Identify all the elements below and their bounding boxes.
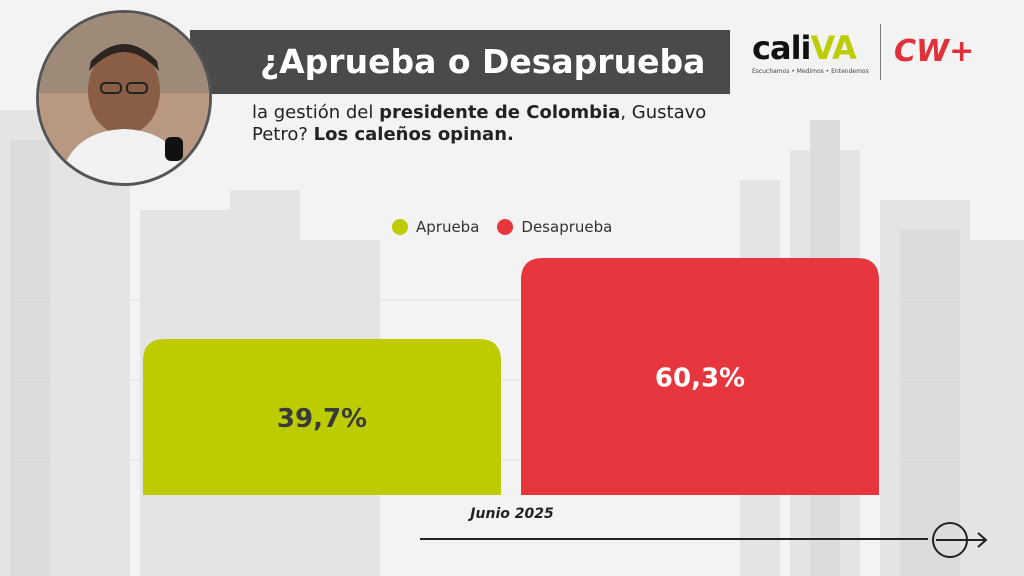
legend-dot-desaprueba bbox=[497, 219, 514, 235]
subtitle-part-2: presidente de Colombia bbox=[379, 102, 621, 123]
subtitle-part-3: , Gustavo Petro? bbox=[252, 102, 707, 145]
cw-logo: CW+ bbox=[894, 34, 975, 69]
avatar bbox=[36, 10, 212, 186]
legend-label-desaprueba: Desaprueba bbox=[521, 218, 613, 236]
page-title: ¿Aprueba o Desaprueba bbox=[260, 42, 706, 81]
legend-dot-aprueba bbox=[392, 219, 408, 235]
legend-item-desaprueba: Desaprueba bbox=[497, 218, 612, 236]
data-label-desaprueba: 60,3% bbox=[655, 364, 745, 394]
logo-divider bbox=[880, 24, 881, 80]
caliva-logo-main: cali bbox=[752, 29, 811, 67]
subtitle: la gestión del presidente de Colombia, G… bbox=[252, 102, 722, 146]
title-band bbox=[190, 30, 730, 94]
bottom-divider-line bbox=[420, 538, 928, 540]
bar-desaprueba bbox=[521, 258, 879, 495]
bar-aprueba bbox=[143, 338, 501, 495]
caliva-tagline: Escuchamos • Medimos • Entendemos bbox=[752, 68, 869, 75]
portrait-image bbox=[39, 13, 209, 183]
legend-label-aprueba: Aprueba bbox=[416, 218, 480, 236]
x-axis-label: Junio 2025 bbox=[467, 506, 554, 522]
caliva-logo: caliVA Escuchamos • Medimos • Entendemos bbox=[752, 30, 872, 80]
data-label-aprueba: 39,7% bbox=[277, 404, 367, 434]
caliva-logo-highlight: VA bbox=[810, 29, 857, 67]
subtitle-part-4: Los caleños opinan. bbox=[313, 124, 514, 145]
subtitle-part-1: la gestión del bbox=[252, 102, 380, 123]
arrow-right-circle-icon[interactable] bbox=[930, 520, 990, 560]
legend-item-aprueba: Aprueba bbox=[392, 218, 479, 236]
chart-legend: Aprueba Desaprueba bbox=[392, 216, 630, 238]
